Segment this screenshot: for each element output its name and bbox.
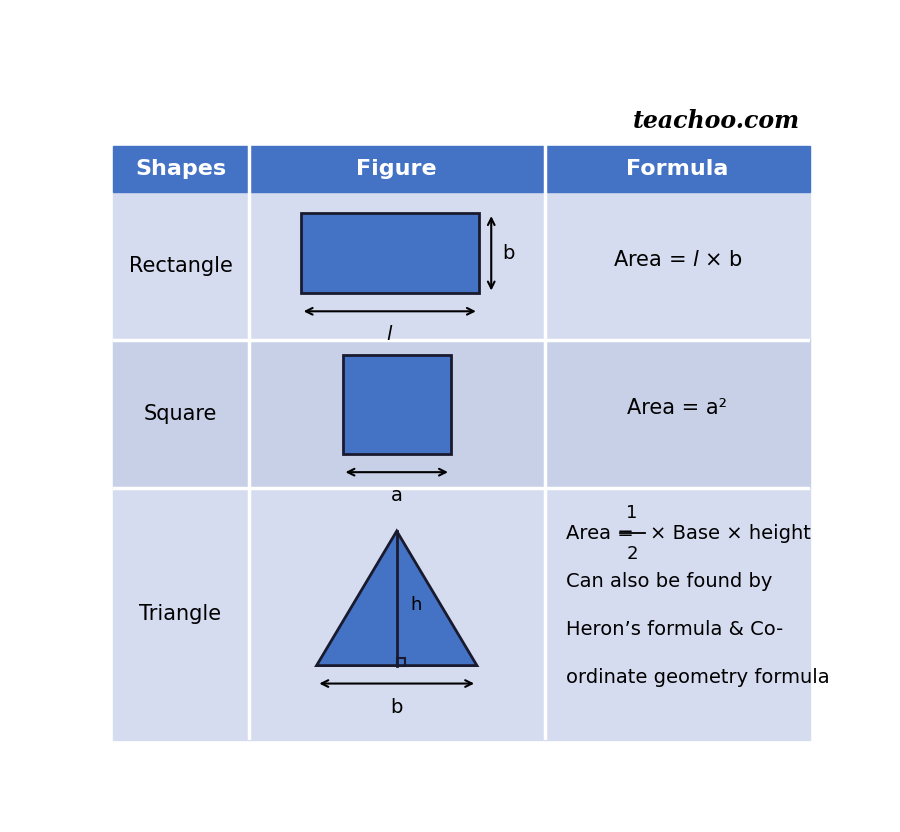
Text: 1: 1 [626, 503, 638, 522]
Text: Area =: Area = [566, 523, 634, 542]
Text: $l$: $l$ [386, 325, 393, 344]
Text: 2: 2 [626, 545, 638, 562]
Text: Figure: Figure [356, 159, 437, 179]
Bar [112, 146, 810, 192]
Text: ordinate geometry formula: ordinate geometry formula [566, 668, 830, 686]
Text: b: b [391, 698, 403, 716]
Text: h: h [410, 596, 422, 614]
Bar [112, 488, 810, 740]
Polygon shape [317, 531, 477, 666]
Text: Area = a²: Area = a² [627, 398, 727, 418]
Bar [301, 213, 479, 294]
Text: Can also be found by: Can also be found by [566, 572, 772, 591]
Text: Triangle: Triangle [140, 604, 221, 624]
Bar [112, 340, 810, 488]
Text: Square: Square [144, 404, 217, 424]
Text: Heron’s formula & Co-: Heron’s formula & Co- [566, 620, 783, 639]
Bar [112, 192, 810, 340]
Text: teachoo.com: teachoo.com [633, 110, 799, 133]
Text: a: a [391, 486, 402, 505]
Text: Shapes: Shapes [135, 159, 226, 179]
Text: × Base × height: × Base × height [650, 523, 811, 542]
Text: Area = $l$ × b: Area = $l$ × b [613, 250, 742, 270]
Bar [343, 355, 451, 454]
Text: Formula: Formula [626, 159, 729, 179]
Text: Rectangle: Rectangle [129, 256, 232, 276]
Text: b: b [502, 244, 515, 263]
